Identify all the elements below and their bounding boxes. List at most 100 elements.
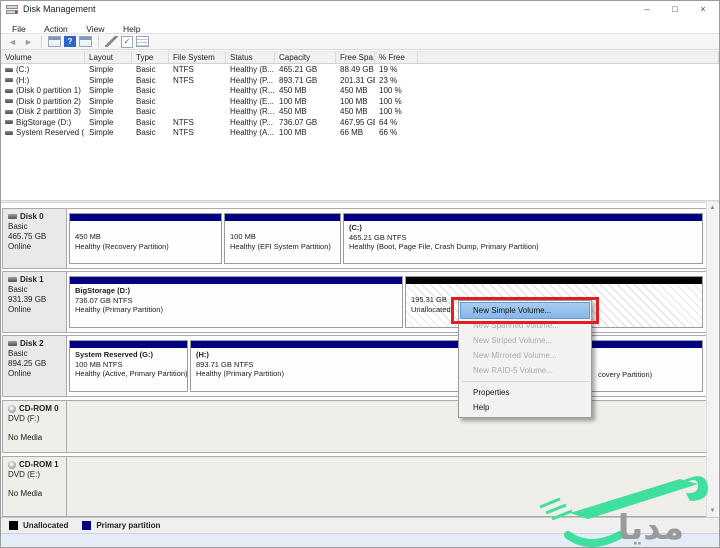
vertical-scrollbar[interactable]: ▲ ▼ bbox=[706, 202, 718, 517]
disk-2-row: Disk 2 Basic 894.25 GB Online System Res… bbox=[2, 335, 707, 397]
title-bar: Disk Management – □ × bbox=[1, 1, 719, 19]
partition-status: Healthy (Active, Primary Partition) bbox=[75, 369, 188, 378]
partition-bigstorage[interactable]: BigStorage (D:) 736.07 GB NTFS Healthy (… bbox=[69, 276, 403, 328]
popup-wrench-icon[interactable] bbox=[105, 36, 118, 47]
refresh-check-icon[interactable]: ✓ bbox=[121, 35, 133, 48]
pane-splitter[interactable] bbox=[1, 200, 719, 203]
header-free-space[interactable]: Free Spa... bbox=[336, 52, 375, 63]
disk-title: Disk 2 bbox=[8, 339, 66, 349]
table-row[interactable]: (H:) Simple Basic NTFS Healthy (P... 893… bbox=[1, 76, 719, 87]
type-cell: Basic bbox=[136, 117, 156, 127]
disk-2-label[interactable]: Disk 2 Basic 894.25 GB Online bbox=[3, 336, 67, 396]
header-capacity[interactable]: Capacity bbox=[275, 52, 336, 63]
close-button[interactable]: × bbox=[700, 4, 706, 14]
toolbar: ◄ ► ? ✓ bbox=[1, 33, 719, 50]
header-volume[interactable]: Volume bbox=[1, 52, 85, 63]
layout-cell: Simple bbox=[89, 65, 114, 74]
disk-state: Online bbox=[8, 305, 32, 314]
forward-icon[interactable]: ► bbox=[24, 36, 33, 47]
type-cell: Basic bbox=[136, 65, 156, 74]
type-cell: Basic bbox=[136, 107, 156, 116]
menu-item-new-simple-volume[interactable]: New Simple Volume... bbox=[460, 302, 590, 319]
console-tree-icon[interactable] bbox=[48, 36, 61, 47]
cdrom-title: CD-ROM 0 bbox=[8, 404, 66, 414]
capacity-cell: 100 MB bbox=[279, 96, 307, 106]
volume-icon bbox=[5, 130, 13, 135]
capacity-cell: 893.71 GB bbox=[279, 75, 318, 85]
table-row[interactable]: (Disk 2 partition 3) Simple Basic Health… bbox=[1, 107, 719, 118]
cdrom-drive: DVD (E:) bbox=[8, 470, 40, 479]
status-cell: Healthy (R... bbox=[230, 86, 275, 95]
table-row[interactable]: (C:) Simple Basic NTFS Healthy (B... 465… bbox=[1, 65, 719, 76]
header-status[interactable]: Status bbox=[226, 52, 275, 63]
layout-cell: Simple bbox=[89, 107, 114, 116]
disk-size: 465.75 GB bbox=[8, 232, 47, 241]
header-file-system[interactable]: File System bbox=[169, 52, 226, 63]
partition-efi[interactable]: 100 MB Healthy (EFI System Partition) bbox=[224, 213, 341, 264]
back-icon[interactable]: ◄ bbox=[8, 36, 17, 47]
menu-help[interactable]: Help bbox=[122, 24, 141, 34]
help-icon[interactable]: ? bbox=[64, 36, 76, 47]
cdrom-0-label[interactable]: CD-ROM 0 DVD (F:) No Media bbox=[3, 401, 67, 452]
layout-cell: Simple bbox=[89, 128, 114, 137]
cd-icon bbox=[8, 404, 16, 413]
partition-c[interactable]: (C:) 465.21 GB NTFS Healthy (Boot, Page … bbox=[343, 213, 703, 264]
cdrom-1-label[interactable]: CD-ROM 1 DVD (E:) No Media bbox=[3, 457, 67, 516]
volume-cell: (Disk 0 partition 2) bbox=[1, 97, 85, 106]
disk-0-label[interactable]: Disk 0 Basic 465.75 GB Online bbox=[3, 209, 67, 268]
disk-1-label[interactable]: Disk 1 Basic 931.39 GB Online bbox=[3, 272, 67, 332]
volume-cell: System Reserved (... bbox=[1, 128, 85, 137]
partition-title: System Reserved (G:) bbox=[75, 350, 153, 359]
partition-system-reserved[interactable]: System Reserved (G:) 100 MB NTFS Healthy… bbox=[69, 340, 188, 392]
header-layout[interactable]: Layout bbox=[85, 52, 132, 63]
context-menu: New Simple Volume... New Spanned Volume.… bbox=[458, 300, 592, 418]
volume-table-header: Volume Layout Type File System Status Ca… bbox=[1, 51, 719, 64]
menu-view[interactable]: View bbox=[86, 24, 105, 34]
scroll-down-icon[interactable]: ▼ bbox=[709, 508, 716, 514]
menu-file[interactable]: File bbox=[12, 24, 26, 34]
cdrom-empty-area[interactable] bbox=[67, 401, 706, 452]
cdrom-media: No Media bbox=[8, 489, 43, 498]
table-row[interactable]: (Disk 0 partition 2) Simple Basic Health… bbox=[1, 97, 719, 108]
partition-title: (H:) bbox=[196, 350, 209, 359]
layout-cell: Simple bbox=[89, 75, 114, 85]
disk-1-row: Disk 1 Basic 931.39 GB Online BigStorage… bbox=[2, 271, 707, 333]
cdrom-media: No Media bbox=[8, 433, 43, 442]
unallocated-bar bbox=[406, 277, 702, 284]
pct-free-cell: 23 % bbox=[379, 75, 398, 85]
disk-title: Disk 0 bbox=[8, 212, 66, 222]
disk-0-row: Disk 0 Basic 465.75 GB Online 450 MB Hea… bbox=[2, 208, 707, 269]
cdrom-1-row: CD-ROM 1 DVD (E:) No Media bbox=[2, 456, 707, 517]
volume-icon bbox=[5, 88, 13, 93]
header-type[interactable]: Type bbox=[132, 52, 169, 63]
volume-cell: (C:) bbox=[1, 65, 85, 74]
maximize-button[interactable]: □ bbox=[672, 4, 678, 14]
status-cell: Healthy (R... bbox=[230, 107, 275, 116]
menu-item-help[interactable]: Help bbox=[473, 403, 490, 412]
menu-item-new-spanned-volume: New Spanned Volume... bbox=[473, 321, 559, 330]
partition-status: Healthy (EFI System Partition) bbox=[230, 241, 331, 251]
menu-action[interactable]: Action bbox=[44, 24, 68, 34]
volume-name: (H:) bbox=[16, 75, 30, 85]
minimize-button[interactable]: – bbox=[644, 4, 650, 14]
status-cell: Healthy (A... bbox=[230, 128, 275, 137]
partition-size: 100 MB bbox=[230, 232, 256, 241]
partition-recovery[interactable]: 450 MB Healthy (Recovery Partition) bbox=[69, 213, 222, 264]
table-row[interactable]: System Reserved (... Simple Basic NTFS H… bbox=[1, 128, 719, 139]
partition-size: 450 MB bbox=[75, 232, 101, 241]
menu-item-properties[interactable]: Properties bbox=[473, 388, 510, 397]
menu-bar: File Action View Help bbox=[1, 19, 719, 34]
cdrom-empty-area[interactable] bbox=[67, 457, 706, 516]
properties-list-icon[interactable] bbox=[136, 36, 149, 47]
table-row[interactable]: BigStorage (D:) Simple Basic NTFS Health… bbox=[1, 118, 719, 129]
volume-cell: (Disk 0 partition 1) bbox=[1, 86, 85, 95]
pct-free-cell: 64 % bbox=[379, 117, 398, 127]
disk-icon bbox=[8, 341, 17, 347]
primary-partition-bar bbox=[70, 341, 187, 348]
menu-separator bbox=[461, 381, 589, 382]
scroll-up-icon[interactable]: ▲ bbox=[709, 205, 716, 211]
action-pane-icon[interactable] bbox=[79, 36, 92, 47]
partition-size: 465.21 GB NTFS bbox=[349, 232, 407, 242]
table-row[interactable]: (Disk 0 partition 1) Simple Basic Health… bbox=[1, 86, 719, 97]
header-pct-free[interactable]: % Free bbox=[375, 52, 418, 63]
